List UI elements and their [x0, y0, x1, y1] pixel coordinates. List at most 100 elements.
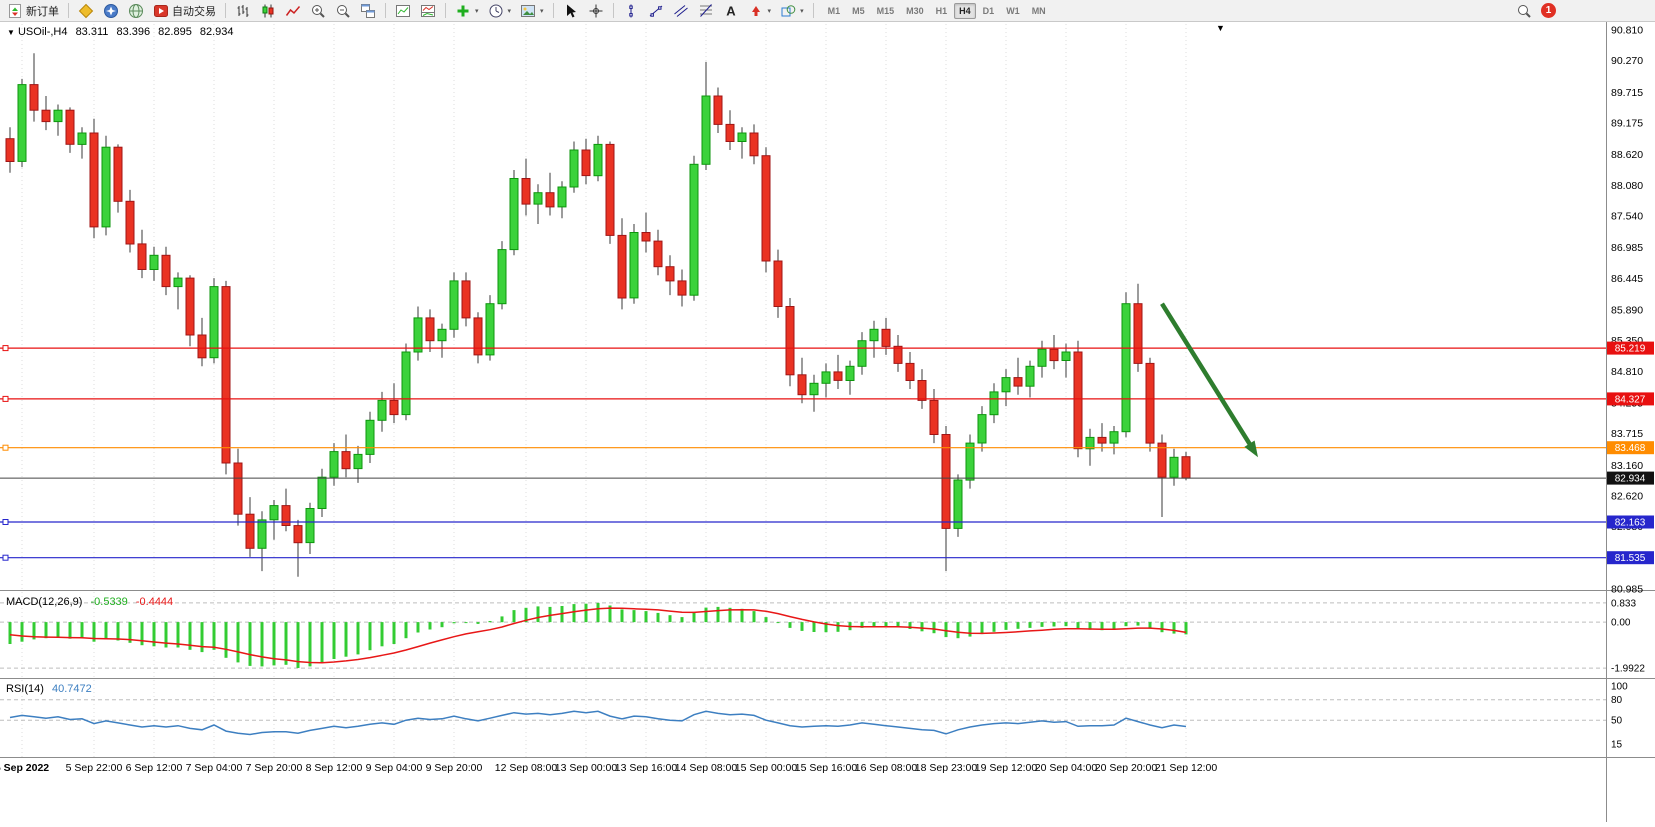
- svg-text:6 Sep 12:00: 6 Sep 12:00: [126, 762, 183, 774]
- close-value: 82.934: [199, 26, 234, 38]
- candle: [773, 260, 783, 307]
- new-order-button[interactable]: 新订单: [3, 0, 63, 22]
- bar-chart-button[interactable]: [231, 0, 255, 22]
- svg-text:85.219: 85.219: [1615, 344, 1646, 355]
- search-icon[interactable]: [1516, 3, 1532, 19]
- chevron-down-icon: ▾: [507, 7, 512, 15]
- svg-text:8 Sep 12:00: 8 Sep 12:00: [306, 762, 363, 774]
- market-watch-icon: [78, 3, 94, 18]
- line-chart-button[interactable]: [281, 0, 305, 22]
- horizontal-line[interactable]: [0, 444, 1606, 451]
- notification-badge[interactable]: 1: [1541, 3, 1556, 18]
- candle: [41, 109, 51, 123]
- tab-timeframe-h4[interactable]: H4: [954, 2, 976, 19]
- candle: [53, 109, 63, 123]
- text-tool-button[interactable]: A: [719, 0, 743, 22]
- tab-timeframe-m15[interactable]: M15: [876, 5, 895, 16]
- candle: [1049, 348, 1059, 362]
- candle: [389, 399, 399, 416]
- svg-text:16 Sep 08:00: 16 Sep 08:00: [855, 762, 918, 774]
- candle: [893, 345, 903, 364]
- rsi-axis-labels[interactable]: 100 80 50 15: [1611, 682, 1628, 751]
- trendline-button[interactable]: [644, 0, 668, 22]
- add-indicator-icon: [457, 5, 469, 16]
- cursor-button[interactable]: [559, 0, 583, 22]
- price-axis-labels[interactable]: 90.810 90.270 89.715 89.175 88.620 88.080 87.5…: [1611, 25, 1643, 596]
- horizontal-line[interactable]: [0, 554, 1606, 561]
- horizontal-line[interactable]: [0, 519, 1606, 525]
- tab-timeframe-w1[interactable]: W1: [1006, 5, 1020, 16]
- trend-arrow[interactable]: [1160, 302, 1258, 458]
- price-chart[interactable]: 90.810 90.270 89.715 89.175 88.620 88.080 87.5…: [0, 22, 1655, 822]
- arrows-icon: [751, 5, 760, 16]
- line-handle[interactable]: [2, 554, 9, 561]
- channel-button[interactable]: [669, 0, 693, 22]
- indicator-gridlines: [0, 602, 1606, 721]
- line-handle[interactable]: [2, 519, 9, 525]
- tab-timeframe-mn[interactable]: MN: [1031, 5, 1046, 16]
- line-handle[interactable]: [2, 444, 9, 451]
- chart-window[interactable]: 90.810 90.270 89.715 89.175 88.620 88.080 87.5…: [0, 22, 1655, 822]
- candle: [929, 399, 939, 435]
- vertical-line-button[interactable]: [619, 0, 643, 22]
- panel-separators[interactable]: [0, 590, 1655, 758]
- terminal-button[interactable]: [124, 0, 148, 22]
- candle: [1097, 436, 1107, 444]
- market-watch-button[interactable]: [74, 0, 98, 22]
- indicators-window-button[interactable]: [391, 0, 415, 22]
- zoom-out-button[interactable]: [331, 0, 355, 22]
- navigator-button[interactable]: [99, 0, 123, 22]
- tab-timeframe-m30[interactable]: M30: [906, 5, 924, 16]
- candle: [413, 317, 423, 353]
- svg-text:88.080: 88.080: [1611, 180, 1643, 192]
- svg-text:0.833: 0.833: [1611, 598, 1636, 609]
- add-indicator-button[interactable]: ▾: [451, 0, 483, 22]
- svg-text:84.810: 84.810: [1611, 366, 1643, 378]
- candle: [293, 525, 303, 544]
- horizontal-line[interactable]: [0, 345, 1606, 352]
- tab-timeframe-d1[interactable]: D1: [982, 5, 995, 16]
- candle: [449, 280, 459, 330]
- trendline-icon: [649, 5, 662, 17]
- candle: [401, 351, 411, 416]
- arrows-tool-button[interactable]: ▾: [744, 0, 776, 22]
- svg-text:15: 15: [1611, 740, 1623, 751]
- shapes-tool-button[interactable]: ▾: [776, 0, 808, 22]
- candle: [209, 286, 219, 359]
- templates-button[interactable]: ▾: [516, 0, 548, 22]
- time-axis-labels[interactable]: 5 Sep 2022 5 Sep 22:00 6 Sep 12:00 7 Sep 04…: [0, 762, 1217, 774]
- chart-ohlc-header: ▼ USOil-,H4 83.311 83.396 82.895 82.934: [7, 26, 234, 38]
- candle: [1169, 456, 1179, 478]
- periods-button[interactable]: ▾: [484, 0, 516, 22]
- tab-timeframe-h1[interactable]: H1: [935, 5, 948, 16]
- candle: [653, 240, 663, 268]
- fibonacci-button[interactable]: [694, 0, 718, 22]
- line-handle[interactable]: [2, 345, 9, 352]
- chart-window-button[interactable]: [416, 0, 440, 22]
- macd-axis-labels[interactable]: 0.833 0.00 -1.9922: [1611, 598, 1645, 674]
- price-tag: 85.219: [1607, 341, 1654, 355]
- svg-text:83.468: 83.468: [1615, 443, 1646, 454]
- svg-text:80: 80: [1611, 695, 1623, 706]
- tab-timeframe-m5[interactable]: M5: [852, 5, 865, 16]
- crosshair-button[interactable]: [584, 0, 608, 22]
- svg-text:9 Sep 04:00: 9 Sep 04:00: [366, 762, 423, 774]
- low-value: 82.895: [158, 26, 192, 38]
- tile-windows-button[interactable]: [356, 0, 380, 22]
- autotrading-button[interactable]: 自动交易: [149, 0, 220, 22]
- toolbar-separator: [552, 3, 554, 18]
- svg-text:84.327: 84.327: [1615, 394, 1646, 405]
- candle: [425, 317, 435, 342]
- zoom-in-button[interactable]: [306, 0, 330, 22]
- shift-end-marker[interactable]: ▼: [1216, 23, 1225, 33]
- svg-text:86.445: 86.445: [1611, 273, 1643, 285]
- tab-timeframe-m1[interactable]: M1: [827, 5, 841, 16]
- candle: [905, 362, 915, 381]
- symbol-menu-arrow-icon[interactable]: ▼: [7, 28, 15, 37]
- horizontal-line[interactable]: [0, 395, 1606, 402]
- svg-text:88.620: 88.620: [1611, 149, 1643, 161]
- candlestick-chart-button[interactable]: [256, 0, 280, 22]
- candle: [197, 334, 207, 359]
- rsi-line: [9, 710, 1187, 736]
- line-handle[interactable]: [2, 395, 9, 402]
